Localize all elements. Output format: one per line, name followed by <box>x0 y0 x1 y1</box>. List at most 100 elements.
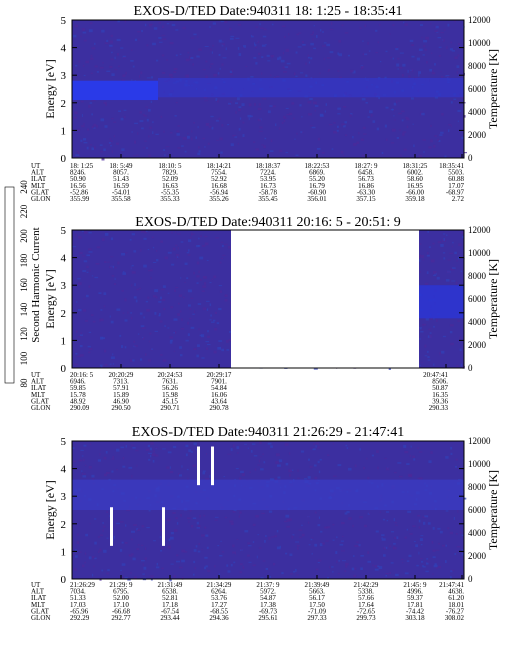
texture-cell <box>74 555 78 558</box>
texture-cell <box>77 533 79 536</box>
texture-cell <box>234 136 238 138</box>
texture-cell <box>182 26 186 30</box>
texture-cell <box>423 40 428 43</box>
texture-cell <box>163 308 166 311</box>
y-tick-label: 2 <box>61 98 67 110</box>
texture-cell <box>164 325 166 327</box>
texture-cell <box>209 319 212 321</box>
texture-cell <box>217 545 220 547</box>
texture-cell <box>286 518 291 522</box>
texture-cell <box>188 239 192 243</box>
orbit-value-ilat: 53.76 <box>211 594 227 602</box>
texture-cell <box>329 51 334 54</box>
texture-cell <box>427 231 429 233</box>
texture-cell <box>408 75 411 78</box>
texture-cell <box>82 458 85 462</box>
texture-cell <box>259 126 263 129</box>
texture-cell <box>259 23 261 26</box>
texture-cell <box>215 119 219 122</box>
texture-cell <box>450 268 455 271</box>
texture-cell <box>136 288 139 291</box>
texture-cell <box>247 447 249 449</box>
texture-cell <box>107 569 110 572</box>
texture-cell <box>175 244 178 247</box>
texture-cell <box>425 318 429 321</box>
orbit-value-ut: 18:22:53 <box>305 162 330 170</box>
texture-cell <box>297 477 300 479</box>
texture-cell <box>141 327 146 329</box>
texture-cell <box>203 96 208 99</box>
texture-cell <box>234 553 237 555</box>
texture-cell <box>431 52 433 54</box>
texture-cell <box>111 51 113 54</box>
texture-cell <box>85 533 88 537</box>
texture-cell <box>143 115 148 117</box>
texture-cell <box>424 48 427 51</box>
texture-cell <box>263 28 267 31</box>
orbit-value-ut: 18:10: 5 <box>158 162 182 170</box>
texture-cell <box>116 448 120 452</box>
texture-cell <box>374 565 378 568</box>
texture-cell <box>181 465 183 468</box>
texture-cell <box>159 313 161 316</box>
orbit-value-glat: -66.68 <box>112 607 131 615</box>
texture-cell <box>97 459 101 462</box>
orbit-value-mlt: 17.10 <box>113 601 129 609</box>
texture-cell <box>156 59 159 62</box>
texture-cell <box>271 23 274 26</box>
texture-cell <box>393 115 395 117</box>
texture-cell <box>102 522 104 524</box>
texture-cell <box>286 525 290 528</box>
texture-cell <box>224 294 228 297</box>
orbit-value-ilat: 55.20 <box>309 175 325 183</box>
texture-cell <box>133 250 137 253</box>
texture-cell <box>176 522 179 525</box>
y2-tick-label: 8000 <box>468 61 487 71</box>
orbit-value-mlt: 16.95 <box>407 182 423 190</box>
orbit-value-glat: -68.55 <box>210 607 229 615</box>
texture-cell <box>418 243 422 245</box>
orbit-value-ut: 20:20:29 <box>109 371 134 379</box>
orbit-row-label-ut: UT <box>31 581 41 589</box>
texture-cell <box>269 478 274 481</box>
texture-cell <box>448 129 450 133</box>
texture-cell <box>184 150 187 153</box>
texture-cell <box>317 524 321 527</box>
texture-cell <box>457 256 460 260</box>
texture-cell <box>162 38 167 40</box>
orbit-value-glat: 48.92 <box>70 397 86 405</box>
texture-cell <box>133 576 137 580</box>
texture-cell <box>116 38 121 42</box>
texture-cell <box>390 562 394 564</box>
texture-cell <box>367 551 370 554</box>
texture-cell <box>193 33 197 36</box>
texture-cell <box>225 47 227 51</box>
texture-cell <box>121 290 124 292</box>
texture-cell <box>445 75 450 77</box>
texture-cell <box>316 148 321 150</box>
texture-cell <box>94 42 96 45</box>
texture-cell <box>442 39 445 42</box>
texture-cell <box>190 525 194 528</box>
texture-cell <box>324 526 328 529</box>
orbit-value-glon: 290.50 <box>111 404 131 412</box>
texture-cell <box>90 54 93 57</box>
texture-cell <box>189 508 192 512</box>
texture-cell <box>106 537 109 539</box>
orbit-value-mlt: 15.78 <box>70 391 86 399</box>
texture-cell <box>167 451 172 454</box>
texture-cell <box>449 331 453 334</box>
texture-cell <box>360 138 364 141</box>
texture-cell <box>450 268 452 271</box>
colorbar-tick-label: 80 <box>19 378 29 388</box>
texture-cell <box>214 327 218 331</box>
texture-cell <box>399 52 404 54</box>
texture-cell <box>152 121 154 124</box>
texture-cell <box>186 468 189 471</box>
texture-cell <box>205 565 208 568</box>
texture-cell <box>446 46 448 50</box>
texture-cell <box>368 512 371 515</box>
texture-cell <box>288 518 292 521</box>
texture-cell <box>238 477 242 480</box>
texture-cell <box>223 476 226 478</box>
